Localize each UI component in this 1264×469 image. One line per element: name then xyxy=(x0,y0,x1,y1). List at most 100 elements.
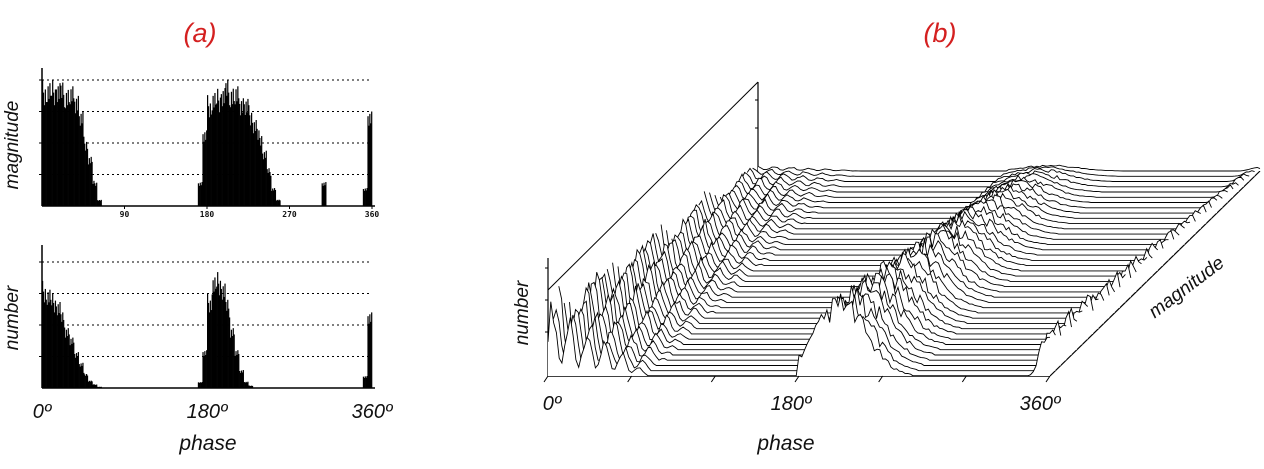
bar xyxy=(210,114,212,206)
x-tick-label: 360 xyxy=(365,210,380,219)
bar xyxy=(209,300,211,388)
bar xyxy=(237,350,239,388)
bar xyxy=(60,85,62,206)
bar xyxy=(50,95,52,206)
bar xyxy=(83,136,85,206)
chart-a-top: 90 180 270 360 magnitude xyxy=(2,68,379,219)
bar xyxy=(370,123,372,206)
bar xyxy=(45,299,47,388)
bar xyxy=(42,92,45,206)
chart-b-3d: 0º 180º 360º number phase magnitude xyxy=(512,81,1261,455)
bar xyxy=(246,112,248,206)
bar xyxy=(207,106,210,206)
bar xyxy=(65,329,68,388)
bar xyxy=(273,190,275,206)
bar xyxy=(234,104,236,206)
bar xyxy=(201,382,203,388)
bar xyxy=(248,105,250,206)
bar xyxy=(74,353,76,388)
bar xyxy=(61,321,63,388)
bar xyxy=(243,382,245,388)
bar xyxy=(64,107,66,206)
bar xyxy=(271,190,273,206)
bar xyxy=(218,295,221,388)
bar xyxy=(202,352,204,388)
bar xyxy=(268,168,270,206)
bar xyxy=(97,386,100,388)
bar xyxy=(215,288,217,388)
waterfall-slice-fill xyxy=(671,211,1174,256)
panel-label-a: (a) xyxy=(184,18,217,48)
bar xyxy=(85,375,87,388)
bar xyxy=(97,200,99,206)
bar xyxy=(213,107,215,206)
bar xyxy=(214,92,216,206)
bar xyxy=(65,92,68,206)
bar xyxy=(79,125,81,206)
bar xyxy=(54,300,57,388)
bar xyxy=(262,159,265,206)
x-tick xyxy=(710,375,716,383)
bar xyxy=(94,183,96,206)
bar xyxy=(47,292,49,388)
bar xyxy=(63,94,65,206)
bar xyxy=(260,145,262,206)
bar xyxy=(43,105,46,206)
bar xyxy=(224,88,226,206)
bar xyxy=(275,200,277,206)
bar xyxy=(69,104,71,206)
bar xyxy=(239,103,241,206)
bar xyxy=(207,302,210,388)
x-tick xyxy=(1045,375,1051,383)
bar xyxy=(53,92,55,206)
bar xyxy=(222,286,224,388)
bar xyxy=(261,136,263,206)
bar xyxy=(272,188,274,206)
bar xyxy=(235,351,237,388)
bar xyxy=(233,101,235,206)
waterfall-slice xyxy=(757,164,1261,172)
bar xyxy=(42,291,45,388)
bar xyxy=(227,80,229,206)
bar xyxy=(222,91,224,206)
bar xyxy=(85,150,87,206)
bar xyxy=(362,188,365,206)
x-tick xyxy=(794,375,800,383)
bar xyxy=(96,182,98,206)
bar xyxy=(253,122,255,206)
bar xyxy=(257,139,259,206)
bar xyxy=(240,372,242,388)
bar xyxy=(240,115,242,206)
bar xyxy=(56,315,58,388)
bar xyxy=(229,317,231,388)
bar xyxy=(69,345,71,388)
bar xyxy=(199,182,201,206)
x-tick-label: 270 xyxy=(282,210,297,219)
bar xyxy=(66,336,68,388)
bar xyxy=(251,122,254,206)
bar xyxy=(47,86,49,206)
bar xyxy=(60,314,62,388)
bar xyxy=(49,83,51,206)
bar xyxy=(220,94,222,206)
bar xyxy=(274,189,277,206)
panel-label-b: (b) xyxy=(924,18,957,48)
bar xyxy=(213,291,215,388)
box-edge xyxy=(547,81,759,291)
bar xyxy=(321,183,323,206)
bar xyxy=(247,381,249,388)
bar xyxy=(84,374,86,388)
bar xyxy=(99,200,101,206)
x-tick-label: 0º xyxy=(543,393,563,415)
bar xyxy=(92,183,94,206)
bar xyxy=(52,80,54,206)
bar xyxy=(249,115,251,206)
bar xyxy=(75,113,77,206)
bar xyxy=(218,100,220,206)
bar xyxy=(67,89,69,206)
x-tick-label: 0º xyxy=(33,401,53,423)
x-tick-label: 180 xyxy=(200,210,215,219)
bar xyxy=(262,153,264,206)
bar xyxy=(83,372,85,388)
bar xyxy=(94,384,96,388)
